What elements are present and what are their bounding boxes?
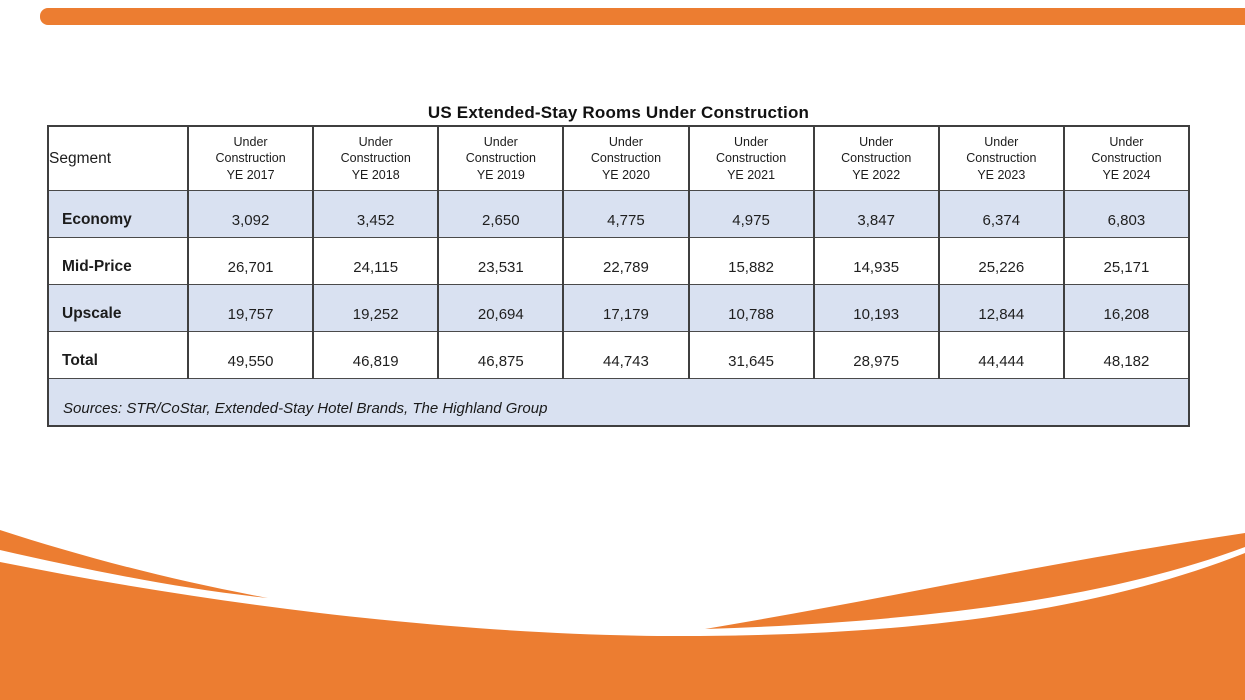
table-cell: 49,550 [186,331,314,379]
column-header-ye2017: Under Construction YE 2017 [186,126,314,191]
table-cell: 20,694 [437,284,564,332]
table-row-upscale: Upscale 19,757 19,252 20,694 17,179 10,7… [48,284,1189,332]
table-cell: 2,650 [437,190,564,238]
table-cell: 6,803 [1062,190,1189,238]
column-header-ye2023: Under Construction YE 2023 [937,126,1064,191]
table-cell: 25,226 [937,237,1064,285]
table-row-mid-price: Mid-Price 26,701 24,115 23,531 22,789 15… [48,237,1189,285]
table-cell: 28,975 [812,331,939,379]
table-cell: 23,531 [437,237,564,285]
column-header-ye2020: Under Construction YE 2020 [562,126,689,191]
table-cell: 3,092 [186,190,314,238]
row-label-mid-price: Mid-Price [48,237,188,285]
table-cell: 44,743 [562,331,689,379]
table-cell: 31,645 [687,331,814,379]
top-accent-bar [40,8,1245,25]
bottom-wave-right-swoosh [705,533,1245,629]
table-cell: 10,788 [687,284,814,332]
table-cell: 22,789 [562,237,689,285]
table-cell: 12,844 [937,284,1064,332]
column-header-ye2019: Under Construction YE 2019 [437,126,564,191]
sources-note: Sources: STR/CoStar, Extended-Stay Hotel… [48,378,1189,426]
table-cell: 15,882 [687,237,814,285]
table-cell: 46,875 [437,331,564,379]
table-cell: 10,193 [812,284,939,332]
row-label-total: Total [48,331,188,379]
table-cell: 4,775 [562,190,689,238]
table-cell: 25,171 [1062,237,1189,285]
table-cell: 16,208 [1062,284,1189,332]
row-label-economy: Economy [48,190,188,238]
segment-header: Segment [49,149,112,167]
table-cell: 46,819 [312,331,439,379]
table-cell: 24,115 [312,237,439,285]
column-header-ye2024: Under Construction YE 2024 [1062,126,1189,191]
table-cell: 19,757 [186,284,314,332]
bottom-wave-main [0,553,1245,700]
table-cell: 4,975 [687,190,814,238]
bottom-wave-decoration [0,530,1245,700]
table-cell: 17,179 [562,284,689,332]
table-cell: 3,452 [312,190,439,238]
row-label-upscale: Upscale [48,284,188,332]
table-row-total: Total 49,550 46,819 46,875 44,743 31,645… [48,331,1189,379]
column-header-ye2018: Under Construction YE 2018 [312,126,439,191]
table-cell: 19,252 [312,284,439,332]
table-cell: 14,935 [812,237,939,285]
table-sources-row: Sources: STR/CoStar, Extended-Stay Hotel… [48,378,1189,426]
table-cell: 3,847 [812,190,939,238]
table-cell: 26,701 [186,237,314,285]
column-header-ye2022: Under Construction YE 2022 [812,126,939,191]
data-table: Segment Under Construction YE 2017 Under… [47,125,1190,427]
table-row-economy: Economy 3,092 3,452 2,650 4,775 4,975 3,… [48,190,1189,238]
table-cell: 48,182 [1062,331,1189,379]
table-header-row: Segment Under Construction YE 2017 Under… [48,126,1189,191]
page-title: US Extended-Stay Rooms Under Constructio… [427,103,810,122]
table-cell: 6,374 [937,190,1064,238]
column-header-ye2021: Under Construction YE 2021 [687,126,814,191]
table-cell: 44,444 [937,331,1064,379]
